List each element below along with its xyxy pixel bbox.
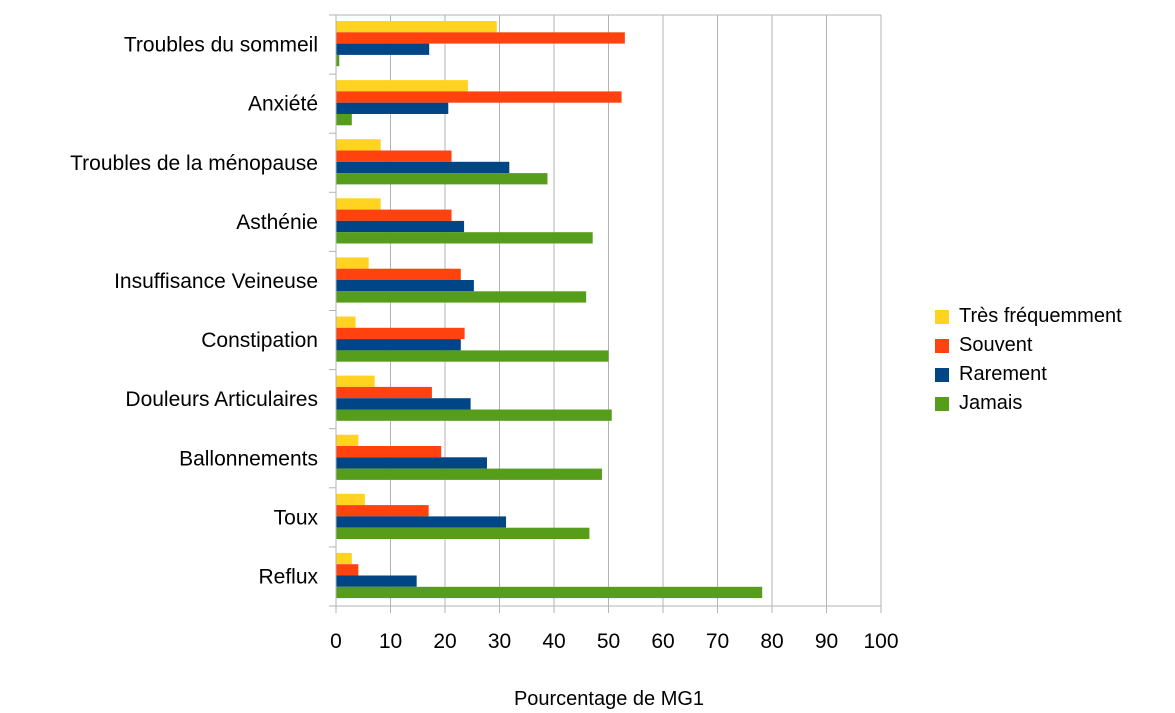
bar [336, 173, 548, 185]
bar [336, 280, 474, 292]
legend-label: Très fréquemment [959, 305, 1122, 327]
x-tick-label: 20 [433, 630, 456, 653]
bar [336, 268, 461, 280]
bar [336, 232, 593, 244]
bar [336, 434, 359, 446]
x-tick-labels: 0 10 20 30 40 50 60 70 80 90 100 [330, 630, 898, 653]
bar [336, 527, 590, 539]
legend: Très fréquemment Souvent Rarement Jamais [935, 302, 1122, 418]
bar [336, 564, 359, 576]
bar [336, 457, 487, 469]
bar [336, 586, 763, 599]
legend-item: Jamais [935, 389, 1122, 418]
bar [336, 91, 622, 103]
bar [336, 21, 497, 33]
x-tick-label: 10 [379, 630, 402, 653]
x-tick-label: 50 [597, 630, 620, 653]
legend-item: Rarement [935, 360, 1122, 389]
bar [336, 32, 625, 44]
bar [336, 291, 587, 303]
bar [336, 468, 602, 480]
category-labels: Troubles du sommeil Anxiété Troubles de la… [70, 34, 318, 589]
category-label: Insuffisance Veineuse [114, 270, 318, 293]
bar [336, 102, 449, 114]
bar [336, 505, 429, 517]
bar [336, 446, 442, 458]
bar [336, 114, 352, 126]
legend-swatch [935, 309, 949, 324]
category-label: Douleurs Articulaires [125, 388, 318, 411]
legend-label: Jamais [959, 392, 1023, 414]
bar [336, 386, 432, 399]
bar [336, 375, 375, 387]
legend-swatch [935, 338, 949, 353]
bar [336, 398, 471, 410]
bar [336, 220, 465, 233]
bar [336, 493, 365, 506]
legend-label: Souvent [959, 334, 1033, 356]
x-axis-title: Pourcentage de MG1 [514, 688, 704, 710]
x-tick-label: 0 [330, 630, 342, 653]
x-tick-label: 100 [863, 630, 898, 653]
x-tick-label: 40 [542, 630, 565, 653]
category-label: Toux [274, 506, 319, 529]
category-label: Troubles de la ménopause [70, 152, 318, 175]
category-label: Anxiété [248, 93, 318, 116]
legend-label: Rarement [959, 363, 1047, 385]
axes [329, 14, 882, 613]
bar [336, 327, 465, 340]
bar [336, 316, 356, 328]
legend-swatch [935, 396, 949, 411]
bar [336, 54, 340, 67]
x-tick-label: 90 [815, 630, 838, 653]
bar [336, 257, 369, 269]
bar [336, 161, 510, 174]
legend-swatch [935, 367, 949, 382]
category-label: Troubles du sommeil [124, 34, 318, 57]
bar [336, 350, 609, 362]
category-label: Reflux [258, 565, 318, 588]
bar [336, 575, 417, 587]
bar [336, 339, 461, 351]
legend-item: Très fréquemment [935, 302, 1122, 331]
bar [336, 150, 452, 162]
category-label: Asthénie [236, 211, 318, 234]
bar [336, 552, 352, 565]
x-tick-label: 80 [760, 630, 783, 653]
bar [336, 80, 468, 92]
bar [336, 409, 612, 421]
bars [336, 21, 763, 599]
bar [336, 198, 381, 210]
legend-item: Souvent [935, 331, 1122, 360]
category-label: Ballonnements [179, 447, 318, 470]
x-tick-label: 70 [706, 630, 729, 653]
bar [336, 209, 452, 221]
x-tick-label: 60 [651, 630, 674, 653]
category-label: Constipation [201, 329, 318, 352]
bar [336, 139, 381, 151]
x-tick-label: 30 [488, 630, 511, 653]
bar [336, 43, 430, 55]
bar [336, 516, 507, 528]
